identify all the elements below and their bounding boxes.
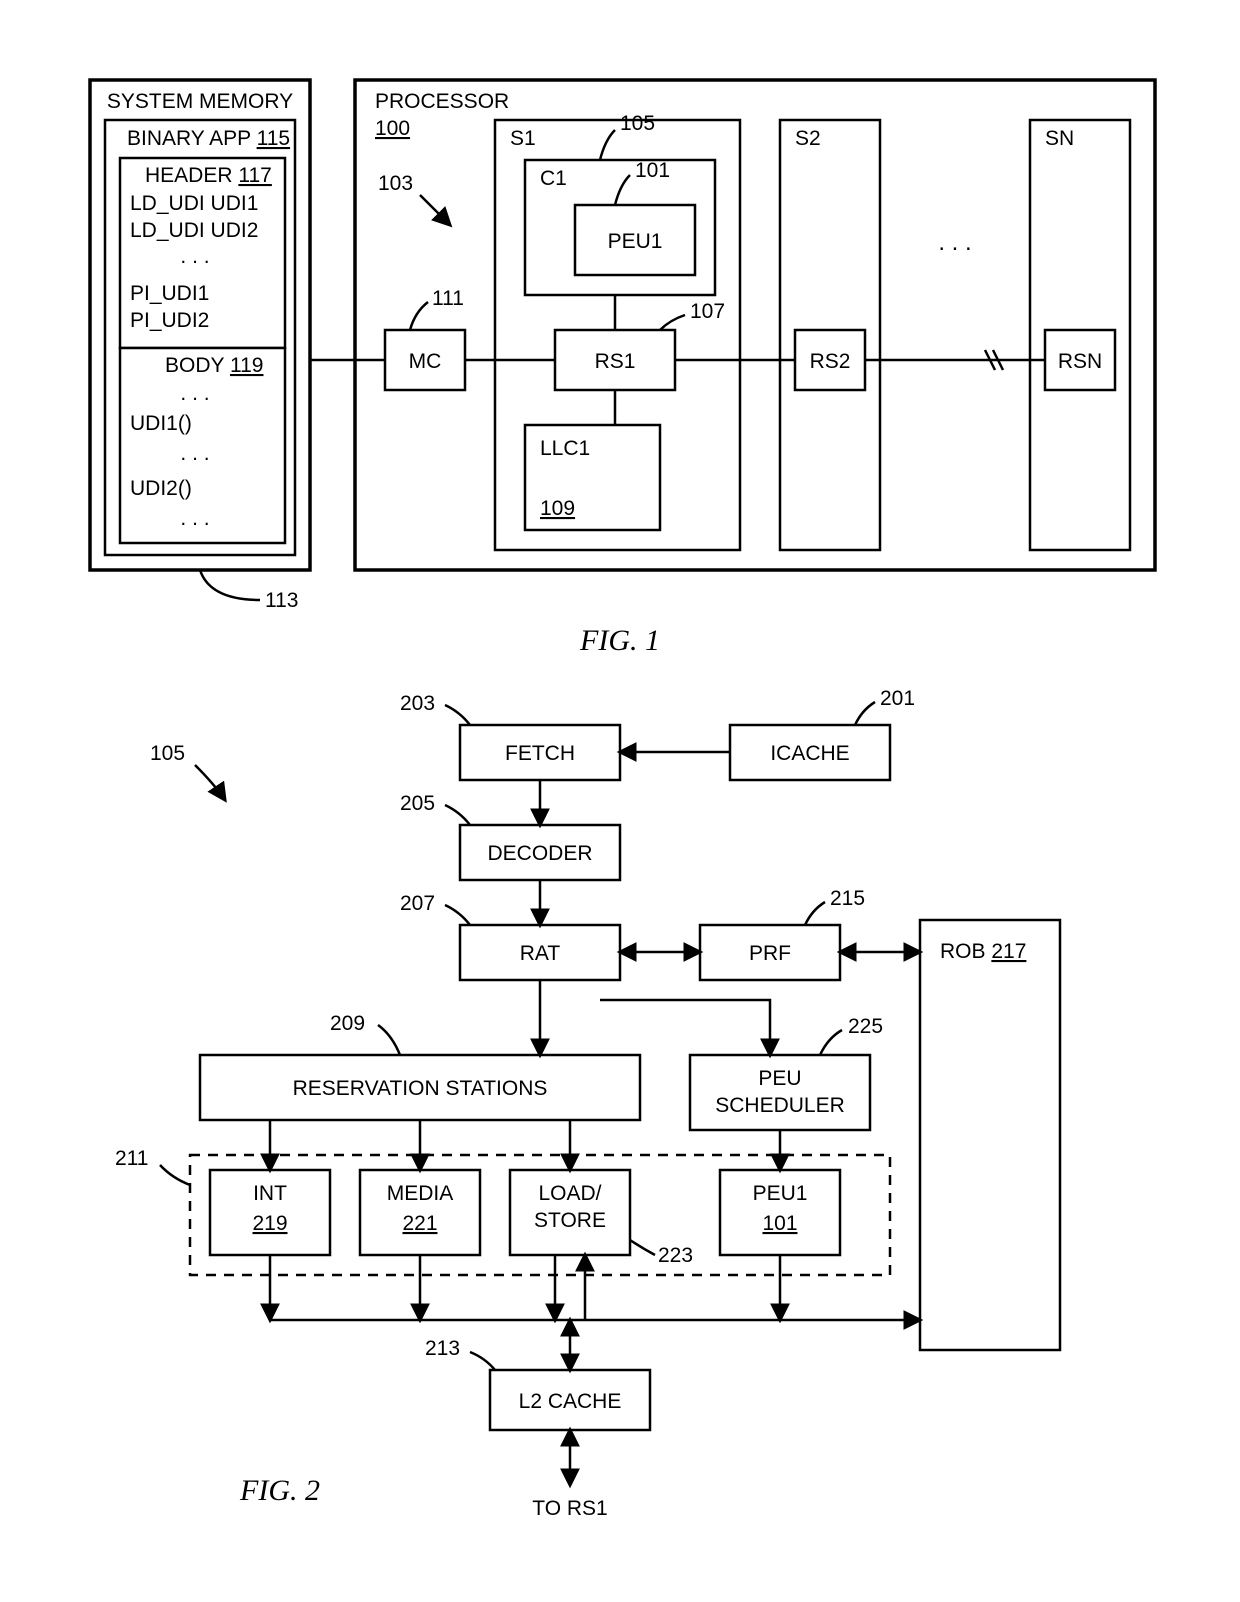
ref-213-leader: [470, 1352, 495, 1370]
ref-113: 113: [265, 589, 298, 612]
core-ref-105: 105: [150, 742, 185, 765]
peu-sched-l1: PEU: [758, 1067, 801, 1090]
icache-label: ICACHE: [770, 742, 849, 765]
ref-211-leader: [160, 1165, 190, 1185]
processor-ref: 100: [375, 117, 410, 140]
ref-215: 215: [830, 887, 865, 910]
l2-label: L2 CACHE: [519, 1390, 622, 1413]
figure-1: SYSTEM MEMORY BINARY APP 115 HEADER 117 …: [90, 80, 1155, 657]
rs2-label: RS2: [810, 350, 851, 373]
fetch-label: FETCH: [505, 742, 575, 765]
peu1-f2-ref: 101: [762, 1212, 797, 1235]
body-line-2: . . .: [180, 442, 209, 465]
ref-107: 107: [690, 300, 725, 323]
ref-205-leader: [445, 805, 470, 825]
body-line-4: . . .: [180, 507, 209, 530]
figure-2: 105 ICACHE 201 FETCH 203 DECODER 205 RAT…: [115, 687, 1060, 1520]
rob-label: ROB 217: [940, 940, 1026, 963]
ref-203-leader: [445, 705, 470, 725]
loadstore-l2: STORE: [534, 1209, 606, 1232]
decoder-label: DECODER: [487, 842, 592, 865]
s2-label: S2: [795, 127, 821, 150]
llc1-label: LLC1: [540, 437, 590, 460]
header-line-1: LD_UDI UDI2: [130, 219, 258, 242]
ref-225: 225: [848, 1015, 883, 1038]
ref-111: 111: [432, 287, 464, 310]
ref-201-leader: [855, 702, 875, 725]
peu1-f2-label: PEU1: [753, 1182, 808, 1205]
prf-label: PRF: [749, 942, 791, 965]
ref-203: 203: [400, 692, 435, 715]
body-title: BODY 119: [165, 354, 263, 377]
ref-225-leader: [820, 1030, 842, 1055]
fig1-caption: FIG. 1: [579, 624, 660, 657]
rob-box: [920, 920, 1060, 1350]
ref-113-leader: [200, 570, 260, 600]
rsn-label: RSN: [1058, 350, 1102, 373]
int-label: INT: [253, 1182, 287, 1205]
to-rs1-label: TO RS1: [532, 1497, 607, 1520]
slice-ellipsis: . . .: [938, 229, 971, 256]
header-title: HEADER 117: [145, 164, 272, 187]
ref-223: 223: [658, 1244, 693, 1267]
int-ref: 219: [252, 1212, 287, 1235]
processor-title: PROCESSOR: [375, 90, 509, 113]
ref-209: 209: [330, 1012, 365, 1035]
rs1-label: RS1: [595, 350, 636, 373]
reservation-label: RESERVATION STATIONS: [293, 1077, 548, 1100]
ref-209-leader: [378, 1025, 400, 1055]
loadstore-l1: LOAD/: [538, 1182, 601, 1205]
c1-label: C1: [540, 167, 567, 190]
mc-label: MC: [409, 350, 442, 373]
ref-205: 205: [400, 792, 435, 815]
ref-105: 105: [620, 112, 655, 135]
sn-label: SN: [1045, 127, 1074, 150]
ref-201: 201: [880, 687, 915, 710]
media-label: MEDIA: [387, 1182, 454, 1205]
body-line-3: UDI2(): [130, 477, 192, 500]
header-line-0: LD_UDI UDI1: [130, 192, 258, 215]
conn-rat-peusched: [600, 1000, 770, 1055]
peu-sched-l2: SCHEDULER: [715, 1094, 845, 1117]
ref-211: 211: [115, 1147, 148, 1170]
ref-101: 101: [635, 159, 670, 182]
peu1-label: PEU1: [608, 230, 663, 253]
llc1-ref: 109: [540, 497, 575, 520]
system-memory-title: SYSTEM MEMORY: [107, 90, 293, 113]
ref-213: 213: [425, 1337, 460, 1360]
rat-label: RAT: [520, 942, 561, 965]
ref-103: 103: [378, 172, 413, 195]
header-line-2: . . .: [180, 245, 209, 268]
ref-207: 207: [400, 892, 435, 915]
s1-label: S1: [510, 127, 536, 150]
diagram-canvas: SYSTEM MEMORY BINARY APP 115 HEADER 117 …: [0, 0, 1240, 1602]
ref-223-leader: [630, 1240, 655, 1255]
ref-215-leader: [805, 902, 825, 925]
media-ref: 221: [402, 1212, 437, 1235]
ref-105-leader-f2: [195, 765, 225, 800]
ref-207-leader: [445, 905, 470, 925]
body-line-0: . . .: [180, 382, 209, 405]
body-line-1: UDI1(): [130, 412, 192, 435]
header-line-4: PI_UDI2: [130, 309, 209, 332]
binary-app-label: BINARY APP 115: [127, 127, 290, 150]
header-line-3: PI_UDI1: [130, 282, 209, 305]
fig2-caption: FIG. 2: [239, 1474, 320, 1507]
